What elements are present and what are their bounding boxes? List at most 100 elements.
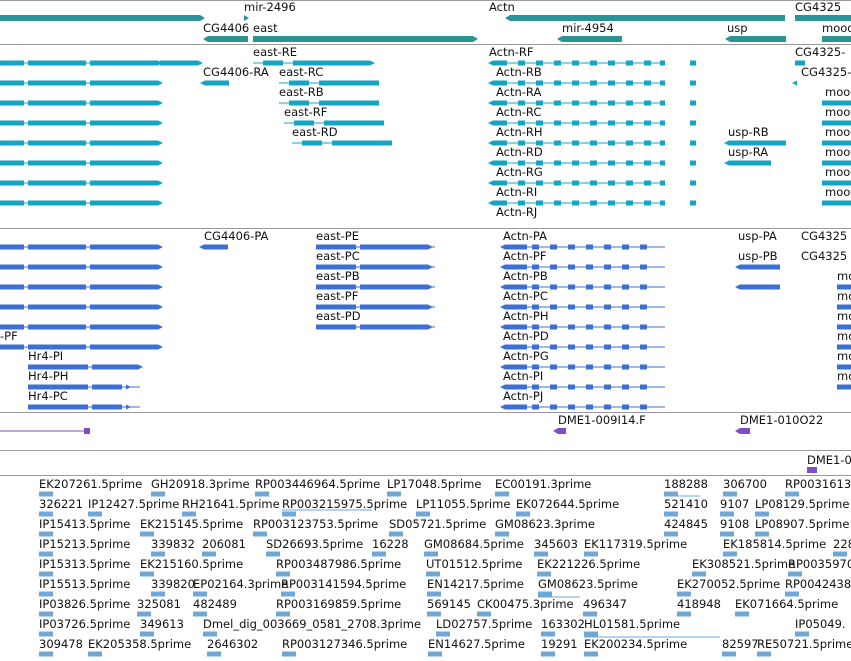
cdna-label[interactable]: RP003123753.5prime bbox=[253, 517, 379, 531]
exon-block[interactable] bbox=[536, 120, 543, 126]
exon-block[interactable] bbox=[205, 80, 229, 86]
transcript-label[interactable]: Actn-RD bbox=[496, 145, 543, 159]
cdna-label[interactable]: EK071664.5prime bbox=[735, 597, 839, 611]
cdna-glyph[interactable] bbox=[584, 631, 598, 637]
cdna-glyph[interactable] bbox=[282, 651, 296, 657]
cdna-glyph[interactable] bbox=[140, 531, 154, 537]
est-glyph[interactable] bbox=[84, 428, 90, 434]
exon-block[interactable] bbox=[822, 160, 851, 166]
cdna-label[interactable]: RH21641.5prime bbox=[182, 497, 280, 511]
exon-block[interactable] bbox=[0, 140, 24, 146]
cdna-label[interactable]: 496347 bbox=[583, 597, 627, 611]
cds-label[interactable]: east-PC bbox=[316, 249, 360, 263]
cdna-glyph[interactable] bbox=[39, 611, 53, 617]
cds-label[interactable]: east-PE bbox=[316, 229, 359, 243]
exon-block[interactable] bbox=[622, 384, 629, 390]
cdna-label[interactable]: 163302 bbox=[541, 617, 585, 631]
exon-block[interactable] bbox=[536, 100, 543, 106]
exon-block[interactable] bbox=[608, 80, 615, 86]
exon-block[interactable] bbox=[505, 384, 527, 390]
cdna-glyph[interactable] bbox=[495, 531, 509, 537]
exon-block[interactable] bbox=[90, 200, 158, 206]
cdna-glyph[interactable] bbox=[722, 651, 736, 657]
exon-block[interactable] bbox=[608, 120, 615, 126]
exon-block[interactable] bbox=[740, 264, 780, 270]
exon-block[interactable] bbox=[28, 384, 88, 390]
cdna-glyph[interactable] bbox=[255, 491, 269, 497]
cdna-label[interactable]: 349613 bbox=[140, 617, 184, 631]
cdna-glyph[interactable] bbox=[39, 651, 53, 657]
cdna-glyph[interactable] bbox=[151, 551, 165, 557]
cdna-glyph[interactable] bbox=[723, 491, 737, 497]
transcript-label[interactable]: CG4325- bbox=[795, 45, 846, 59]
cdna-glyph[interactable] bbox=[538, 591, 552, 597]
transcript-label[interactable]: CG4325- bbox=[801, 65, 851, 79]
exon-block[interactable] bbox=[590, 140, 597, 146]
cdna-label[interactable]: RP003141594.5prime bbox=[281, 577, 407, 591]
exon-block[interactable] bbox=[28, 284, 86, 290]
exon-block[interactable] bbox=[550, 324, 557, 330]
exon-block[interactable] bbox=[644, 60, 651, 66]
cds-label[interactable]: mo bbox=[837, 329, 851, 343]
exon-block[interactable] bbox=[622, 304, 629, 310]
cdna-label[interactable]: IP03726.5prime bbox=[39, 617, 131, 631]
gene-label[interactable]: Actn bbox=[489, 0, 515, 14]
exon-block[interactable] bbox=[518, 100, 525, 106]
exon-block[interactable] bbox=[837, 384, 851, 390]
exon-block[interactable] bbox=[536, 60, 543, 66]
cdna-label[interactable]: GM08684.5prime bbox=[424, 537, 524, 551]
cdna-glyph[interactable] bbox=[755, 511, 769, 517]
est-glyph[interactable] bbox=[807, 467, 817, 473]
cdna-label[interactable]: EK270052.5prime bbox=[677, 577, 781, 591]
exon-block[interactable] bbox=[505, 304, 527, 310]
exon-block[interactable] bbox=[822, 120, 851, 126]
cdna-glyph[interactable] bbox=[282, 511, 296, 517]
exon-block[interactable] bbox=[586, 304, 593, 310]
cdna-label[interactable]: LP08129.5prime bbox=[755, 497, 850, 511]
est-glyph[interactable] bbox=[740, 428, 750, 434]
cdna-label[interactable]: EK308521.5prime bbox=[692, 557, 796, 571]
exon-block[interactable] bbox=[822, 100, 851, 106]
exon-block[interactable] bbox=[554, 120, 561, 126]
exon-block[interactable] bbox=[822, 200, 851, 206]
exon-block[interactable] bbox=[92, 384, 122, 390]
cds-label[interactable]: usp-PB bbox=[738, 249, 778, 263]
exon-block[interactable] bbox=[532, 264, 539, 270]
cdna-glyph[interactable] bbox=[677, 591, 691, 597]
cdna-glyph[interactable] bbox=[39, 531, 53, 537]
gene-glyph[interactable] bbox=[253, 36, 473, 42]
exon-block[interactable] bbox=[90, 60, 158, 66]
exon-block[interactable] bbox=[660, 100, 665, 106]
exon-block[interactable] bbox=[90, 180, 158, 186]
est-glyph[interactable] bbox=[558, 428, 566, 434]
exon-block[interactable] bbox=[493, 60, 507, 66]
cdna-label[interactable]: 16228 bbox=[372, 537, 409, 551]
exon-block[interactable] bbox=[626, 60, 633, 66]
transcript-label[interactable]: east-RD bbox=[292, 125, 338, 139]
exon-block[interactable] bbox=[493, 120, 507, 126]
exon-block[interactable] bbox=[532, 404, 539, 410]
cds-label[interactable]: CG4325 bbox=[801, 249, 848, 263]
cds-label[interactable]: -PF bbox=[0, 329, 18, 343]
exon-block[interactable] bbox=[604, 324, 611, 330]
cdna-glyph[interactable] bbox=[426, 571, 440, 577]
exon-block[interactable] bbox=[644, 100, 651, 106]
exon-block[interactable] bbox=[518, 160, 525, 166]
exon-block[interactable] bbox=[550, 404, 557, 410]
exon-block[interactable] bbox=[608, 180, 615, 186]
transcript-label[interactable]: mood bbox=[825, 85, 851, 99]
exon-block[interactable] bbox=[568, 404, 575, 410]
exon-block[interactable] bbox=[505, 364, 527, 370]
exon-block[interactable] bbox=[837, 304, 851, 310]
cdna-label[interactable]: EN14627.5prime bbox=[428, 637, 525, 651]
cds-label[interactable]: Actn-PD bbox=[503, 329, 549, 343]
exon-block[interactable] bbox=[608, 200, 615, 206]
cdna-glyph[interactable] bbox=[692, 571, 706, 577]
exon-block[interactable] bbox=[28, 100, 86, 106]
cdna-glyph[interactable] bbox=[424, 551, 438, 557]
cdna-glyph[interactable] bbox=[436, 631, 450, 637]
exon-block[interactable] bbox=[568, 344, 575, 350]
transcript-label[interactable]: mood bbox=[825, 125, 851, 139]
cdna-glyph[interactable] bbox=[39, 591, 53, 597]
cdna-label[interactable]: EK072644.5prime bbox=[516, 497, 620, 511]
